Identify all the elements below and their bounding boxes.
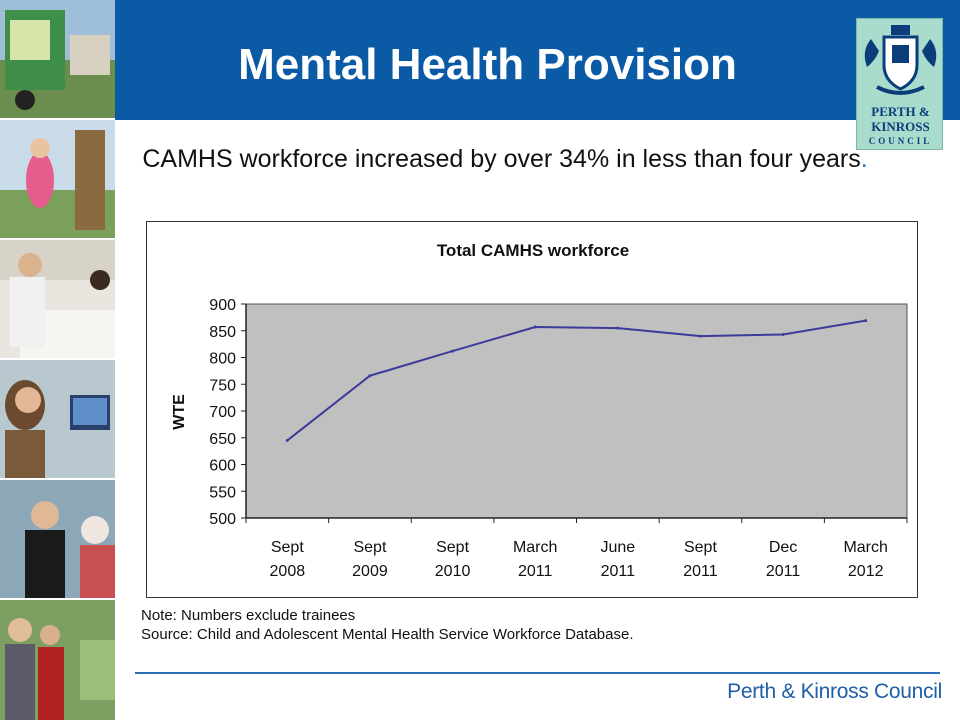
- subtitle-text: CAMHS workforce increased by over 34% in…: [142, 145, 861, 173]
- photo-carer-elderly: [0, 480, 115, 600]
- chart-frame: [146, 221, 918, 598]
- page-title: Mental Health Provision: [238, 40, 737, 89]
- photo-child-climbing: [0, 120, 115, 240]
- slide-subtitle: CAMHS workforce increased by over 34% in…: [140, 142, 870, 176]
- photo-office-plans: [0, 240, 115, 360]
- council-logo: PERTH & KINROSS COUNCIL: [856, 18, 943, 150]
- logo-line-kinross: KINROSS: [871, 119, 930, 134]
- photo-woman-computer: [0, 360, 115, 480]
- note-text: Note: Numbers exclude trainees: [141, 607, 356, 624]
- logo-line-perth: PERTH &: [871, 104, 930, 119]
- chart-notes: Note: Numbers exclude trainees Source: C…: [141, 606, 633, 644]
- footer-org-name: Perth & Kinross Council: [727, 680, 942, 703]
- header-band: [115, 0, 960, 120]
- council-crest-icon: [864, 25, 937, 95]
- footer-divider: [135, 672, 940, 674]
- source-text: Source: Child and Adolescent Mental Heal…: [141, 626, 634, 643]
- photo-strip: [0, 0, 115, 720]
- photo-refuse-truck: [0, 0, 115, 120]
- subtitle-period: .: [860, 145, 868, 173]
- photo-outdoor-group: [0, 600, 115, 720]
- logo-line-council: COUNCIL: [868, 136, 933, 146]
